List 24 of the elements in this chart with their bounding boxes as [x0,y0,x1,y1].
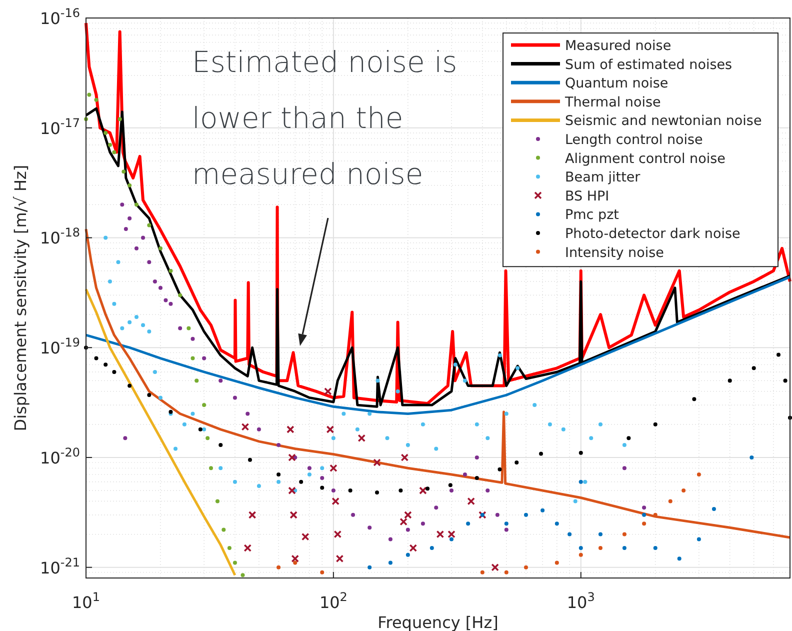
legend-label: Measured noise [565,38,672,54]
y-tick-label: 10$^{-18}$ [40,226,80,248]
legend-label: Pmc pzt [565,207,619,224]
legend-label: BS HPI [565,188,610,204]
y-tick-label: 10$^{-16}$ [40,6,80,28]
legend-label: Beam jitter [565,170,641,186]
legend-label: Sum of estimated noises [565,56,732,73]
legend-label: Seismic and newtonian noise [565,113,762,130]
y-tick-label: 10$^{-19}$ [40,336,80,358]
y-tick-label: 10$^{-21}$ [40,555,80,578]
x-tick-label: 10$^{1}$ [72,590,100,612]
legend-label: Quantum noise [565,76,668,92]
y-tick-label: 10$^{-20}$ [40,445,80,468]
y-axis-title: Displacement sensitvity [m/√ Hz] [11,164,30,432]
y-tick-label: 10$^{-17}$ [40,116,80,138]
legend-label: Photo-detector dark noise [565,226,740,242]
x-tick-label: 10$^{3}$ [566,590,595,612]
annotation: Estimated noise is lower than the measured noise [192,45,458,191]
legend-label: Thermal noise [564,94,661,110]
legend-label: Length control noise [565,132,703,148]
legend-label: Intensity noise [565,244,664,261]
x-tick-label: 10$^{2}$ [319,590,348,612]
legend-label: Alignment control noise [565,150,726,167]
x-axis-title: Frequency [Hz] [378,613,498,631]
